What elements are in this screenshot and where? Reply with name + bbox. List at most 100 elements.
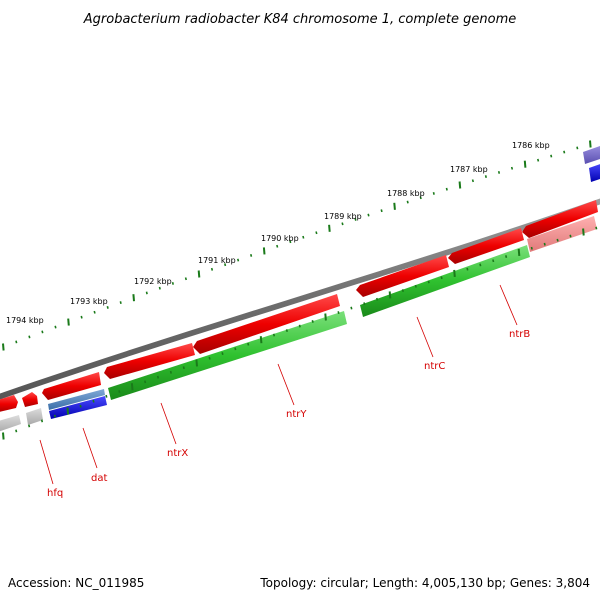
minor-tick — [15, 340, 18, 344]
scale-label-1793: 1793 kbp — [70, 297, 108, 306]
minor-tick — [595, 226, 598, 230]
major-tick — [458, 181, 462, 189]
major-tick — [2, 432, 5, 440]
major-tick — [393, 202, 396, 210]
minor-tick — [363, 302, 366, 306]
minor-tick — [479, 263, 482, 267]
gene-label-ntrX[interactable]: ntrX — [167, 448, 188, 459]
inner-tick-ring — [2, 226, 598, 440]
gene-label-leaders — [39, 284, 518, 485]
major-tick — [523, 160, 527, 168]
minor-tick — [53, 414, 56, 418]
minor-tick — [350, 306, 353, 310]
gene-label-hfq[interactable]: hfq — [47, 488, 63, 499]
minor-tick — [311, 320, 314, 323]
minor-tick — [119, 301, 122, 304]
scale-label-1788: 1788 kbp — [387, 189, 425, 198]
minor-tick — [184, 277, 187, 281]
genome-backbone — [0, 198, 600, 400]
minor-tick — [247, 342, 250, 346]
major-tick — [132, 294, 135, 302]
minor-tick — [367, 213, 370, 217]
major-tick — [197, 270, 201, 278]
gene-arrow-ntrX[interactable] — [104, 343, 195, 379]
gene-arrow[interactable] — [0, 395, 18, 413]
minor-tick — [285, 329, 288, 332]
minor-tick — [376, 297, 379, 301]
minor-tick — [272, 333, 276, 337]
gene-arrow-hfq[interactable] — [22, 392, 38, 407]
minor-tick — [221, 352, 224, 355]
minor-tick — [440, 276, 443, 280]
gene-arrow-ntrC[interactable] — [356, 255, 449, 297]
gene-bar-green[interactable] — [360, 245, 530, 317]
major-tick — [517, 248, 521, 256]
gene-label-ntrY[interactable]: ntrY — [286, 409, 307, 420]
major-tick — [388, 291, 392, 299]
reverse-strand-genes — [0, 145, 600, 433]
minor-tick — [40, 419, 44, 423]
minor-tick — [41, 330, 44, 334]
minor-tick — [406, 200, 409, 204]
minor-tick — [563, 150, 566, 154]
gene-arrow-ntrY[interactable] — [193, 294, 340, 354]
minor-tick — [79, 404, 82, 408]
gene-bar-blue[interactable] — [49, 396, 107, 419]
minor-tick — [302, 235, 305, 239]
minor-tick — [169, 370, 172, 374]
minor-tick — [105, 394, 108, 398]
gene-arrow[interactable] — [522, 200, 598, 238]
minor-tick — [556, 238, 559, 242]
major-tick — [453, 269, 456, 277]
gene-bar-steel[interactable] — [48, 389, 105, 410]
scale-label-group: 1794 kbp 1793 kbp 1792 kbp 1791 kbp 1790… — [6, 141, 550, 325]
leader-ntrC — [416, 316, 434, 358]
gene-label-dat[interactable]: dat — [91, 473, 107, 484]
minor-tick — [537, 158, 540, 162]
minor-tick — [471, 179, 474, 183]
scale-label-1790: 1790 kbp — [261, 234, 299, 243]
minor-tick — [466, 267, 469, 271]
gene-bar-gray[interactable] — [26, 408, 43, 425]
accession-text: Accession: NC_011985 — [8, 576, 145, 590]
minor-tick — [171, 282, 174, 285]
minor-tick — [315, 231, 318, 235]
minor-tick — [144, 380, 147, 384]
gene-bar-purple[interactable] — [583, 145, 600, 164]
major-tick — [66, 407, 70, 415]
gene-arrow-dat[interactable] — [42, 372, 101, 400]
minor-tick — [15, 429, 18, 433]
minor-tick — [550, 154, 553, 158]
scale-label-1786: 1786 kbp — [512, 141, 550, 150]
gene-label-ntrC[interactable]: ntrC — [424, 361, 445, 372]
minor-tick — [210, 267, 214, 271]
scale-label-1794: 1794 kbp — [6, 316, 44, 325]
forward-strand-genes — [0, 200, 598, 413]
major-tick — [324, 313, 327, 321]
scale-label-1791: 1791 kbp — [198, 256, 236, 265]
minor-tick — [492, 259, 495, 263]
minor-tick — [341, 222, 344, 226]
gene-label-group: hfq dat ntrX ntrY ntrC ntrB — [47, 329, 530, 499]
gene-arrow-ntrB[interactable] — [448, 228, 524, 264]
gene-label-ntrB[interactable]: ntrB — [509, 329, 530, 340]
minor-tick — [414, 284, 417, 288]
minor-tick — [445, 187, 448, 191]
minor-tick — [54, 325, 57, 329]
minor-tick — [158, 286, 161, 290]
gene-bar-blue[interactable] — [589, 163, 600, 182]
gene-bar-gray[interactable] — [0, 415, 21, 433]
major-tick — [259, 336, 263, 344]
minor-tick — [298, 324, 301, 328]
minor-tick — [354, 218, 357, 221]
leader-ntrX — [160, 402, 177, 445]
gene-bar-green[interactable] — [108, 311, 347, 400]
major-tick — [589, 140, 592, 148]
minor-tick — [92, 399, 95, 403]
minor-tick — [380, 209, 383, 213]
minor-tick — [106, 306, 109, 309]
minor-tick — [28, 424, 31, 428]
minor-tick — [93, 310, 96, 314]
minor-tick — [156, 375, 160, 379]
